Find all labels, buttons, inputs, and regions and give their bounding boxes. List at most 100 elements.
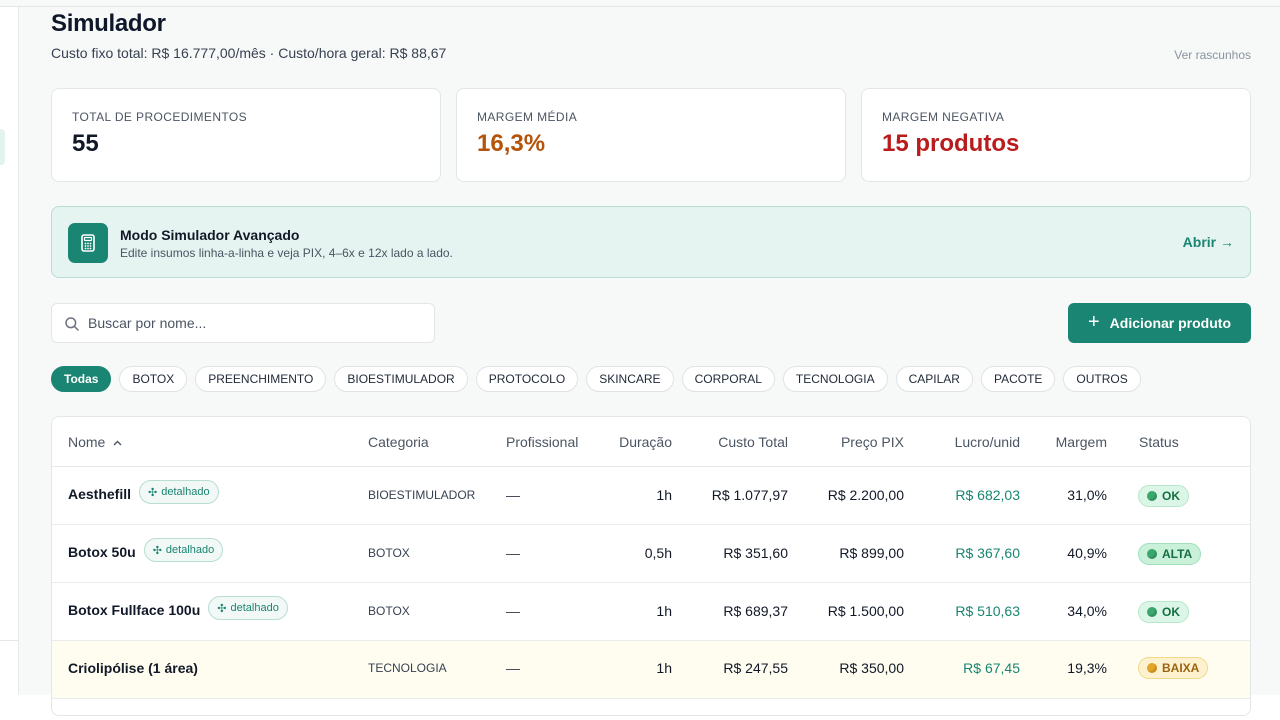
filter-chip-bioestimulador[interactable]: BIOESTIMULADOR bbox=[334, 366, 468, 392]
table-row[interactable]: Botox Fullface 100u ✣ detalhado BOTOX — 1… bbox=[52, 583, 1250, 641]
status-badge: BAIXA bbox=[1138, 657, 1209, 679]
filter-chip-preenchimento[interactable]: PREENCHIMENTO bbox=[195, 366, 327, 392]
status-dot-icon bbox=[1147, 549, 1157, 559]
filter-chip-capilar[interactable]: CAPILAR bbox=[895, 366, 973, 392]
stat-label: TOTAL DE PROCEDIMENTOS bbox=[72, 110, 248, 124]
search-input[interactable] bbox=[88, 304, 428, 342]
total-cost-cell: R$ 1.077,97 bbox=[711, 487, 788, 503]
duration-cell: 1h bbox=[656, 660, 672, 676]
status-badge: OK bbox=[1138, 601, 1189, 623]
category-cell: TECNOLOGIA bbox=[368, 661, 447, 675]
banner-title: Modo Simulador Avançado bbox=[120, 227, 300, 243]
advanced-simulator-banner[interactable]: Modo Simulador Avançado Edite insumos li… bbox=[51, 206, 1251, 278]
sparkle-icon: ✣ bbox=[217, 602, 227, 615]
category-cell: BOTOX bbox=[368, 604, 410, 618]
total-cost-cell: R$ 689,37 bbox=[723, 603, 788, 619]
product-name: Botox Fullface 100u bbox=[68, 602, 201, 618]
product-name: Aesthefill bbox=[68, 486, 132, 502]
sidebar-collapsed bbox=[0, 7, 19, 720]
detailed-badge: ✣ detalhado bbox=[139, 480, 219, 504]
filter-chip-todas[interactable]: Todas bbox=[51, 366, 112, 392]
pix-price-cell: R$ 1.500,00 bbox=[827, 603, 904, 619]
stat-value: 15 produtos bbox=[882, 130, 1020, 157]
stat-label: MARGEM NEGATIVA bbox=[882, 110, 1005, 124]
status-badge: OK bbox=[1138, 485, 1189, 507]
stat-card-total-procedures: TOTAL DE PROCEDIMENTOS 55 bbox=[51, 88, 441, 182]
margin-cell: 19,3% bbox=[1067, 660, 1107, 676]
detailed-badge: ✣ detalhado bbox=[143, 538, 224, 562]
sparkle-icon: ✣ bbox=[148, 486, 158, 499]
margin-cell: 34,0% bbox=[1067, 603, 1107, 619]
filter-chip-corporal[interactable]: CORPORAL bbox=[681, 366, 775, 392]
product-name-cell: Aesthefill ✣ detalhado bbox=[68, 480, 219, 504]
page-title: Simulador bbox=[51, 10, 166, 37]
profit-cell: R$ 67,45 bbox=[963, 660, 1020, 676]
search-box[interactable] bbox=[51, 303, 435, 343]
filter-chip-botox[interactable]: BOTOX bbox=[119, 366, 188, 392]
stat-card-negative-margin: MARGEM NEGATIVA 15 produtos bbox=[861, 88, 1251, 182]
product-name-cell: Botox 50u ✣ detalhado bbox=[68, 538, 224, 562]
page-subtitle: Custo fixo total: R$ 16.777,00/mês · Cus… bbox=[51, 45, 447, 61]
category-cell: BOTOX bbox=[368, 546, 410, 560]
pix-price-cell: R$ 899,00 bbox=[839, 545, 904, 561]
total-cost-cell: R$ 247,55 bbox=[723, 660, 788, 676]
product-name: Criolipólise (1 área) bbox=[68, 660, 198, 676]
stat-label: MARGEM MÉDIA bbox=[477, 110, 578, 124]
column-header-duration[interactable]: Duração bbox=[619, 434, 672, 450]
professional-cell: — bbox=[506, 603, 520, 619]
table-header: Nome Categoria Profissional Duração Cust… bbox=[52, 417, 1250, 467]
status-dot-icon bbox=[1147, 491, 1157, 501]
filter-chip-tecnologia[interactable]: TECNOLOGIA bbox=[782, 366, 888, 392]
column-header-status[interactable]: Status bbox=[1139, 434, 1179, 450]
filter-chip-skincare[interactable]: SKINCARE bbox=[586, 366, 674, 392]
column-header-pix-price[interactable]: Preço PIX bbox=[840, 434, 904, 450]
product-name: Botox 50u bbox=[68, 544, 136, 560]
filter-chip-pacote[interactable]: PACOTE bbox=[980, 366, 1056, 392]
professional-cell: — bbox=[506, 545, 520, 561]
pix-price-cell: R$ 2.200,00 bbox=[827, 487, 904, 503]
table-row[interactable]: Botox 50u ✣ detalhado BOTOX — 0,5h R$ 351… bbox=[52, 525, 1250, 583]
filter-chip-outros[interactable]: OUTROS bbox=[1063, 366, 1141, 392]
sidebar-divider bbox=[0, 640, 18, 641]
product-name-cell: Criolipólise (1 área) bbox=[68, 660, 198, 676]
status-dot-icon bbox=[1147, 663, 1157, 673]
professional-cell: — bbox=[506, 487, 520, 503]
stat-card-average-margin: MARGEM MÉDIA 16,3% bbox=[456, 88, 846, 182]
drafts-link[interactable]: Ver rascunhos bbox=[1174, 48, 1251, 62]
column-header-professional[interactable]: Profissional bbox=[506, 434, 579, 450]
column-header-name[interactable]: Nome bbox=[68, 434, 122, 450]
duration-cell: 1h bbox=[656, 487, 672, 503]
detailed-badge: ✣ detalhado bbox=[208, 596, 288, 620]
sparkle-icon: ✣ bbox=[152, 544, 162, 557]
duration-cell: 1h bbox=[656, 603, 672, 619]
column-header-profit[interactable]: Lucro/unid bbox=[954, 434, 1020, 450]
stat-value: 16,3% bbox=[477, 130, 546, 157]
product-name-cell: Botox Fullface 100u ✣ detalhado bbox=[68, 596, 288, 620]
banner-open-link[interactable]: Abrir → bbox=[1182, 234, 1234, 250]
category-cell: BIOESTIMULADOR bbox=[368, 488, 476, 502]
column-header-category[interactable]: Categoria bbox=[368, 434, 429, 450]
margin-cell: 40,9% bbox=[1067, 545, 1107, 561]
sort-ascending-icon bbox=[113, 437, 122, 449]
add-product-button[interactable]: + Adicionar produto bbox=[1068, 303, 1251, 343]
status-badge: ALTA bbox=[1138, 543, 1202, 565]
profit-cell: R$ 510,63 bbox=[955, 603, 1020, 619]
banner-description: Edite insumos linha-a-linha e veja PIX, … bbox=[120, 246, 453, 260]
search-icon bbox=[64, 316, 80, 337]
table-row[interactable]: Criolipólise (1 área) TECNOLOGIA — 1h R$… bbox=[52, 641, 1250, 699]
stat-value: 55 bbox=[72, 130, 99, 157]
duration-cell: 0,5h bbox=[644, 545, 672, 561]
sidebar-active-indicator bbox=[0, 129, 5, 165]
pix-price-cell: R$ 350,00 bbox=[839, 660, 904, 676]
column-header-margin[interactable]: Margem bbox=[1055, 434, 1107, 450]
column-header-total-cost[interactable]: Custo Total bbox=[718, 434, 788, 450]
status-dot-icon bbox=[1147, 607, 1157, 617]
plus-icon: + bbox=[1087, 311, 1100, 333]
top-border bbox=[0, 6, 1280, 7]
add-product-label: Adicionar produto bbox=[1109, 315, 1231, 331]
profit-cell: R$ 367,60 bbox=[955, 545, 1020, 561]
calculator-icon bbox=[68, 223, 108, 263]
table-row[interactable]: Aesthefill ✣ detalhado BIOESTIMULADOR — 1… bbox=[52, 467, 1250, 525]
filter-chip-protocolo[interactable]: PROTOCOLO bbox=[475, 366, 579, 392]
products-table: Nome Categoria Profissional Duração Cust… bbox=[51, 416, 1251, 716]
